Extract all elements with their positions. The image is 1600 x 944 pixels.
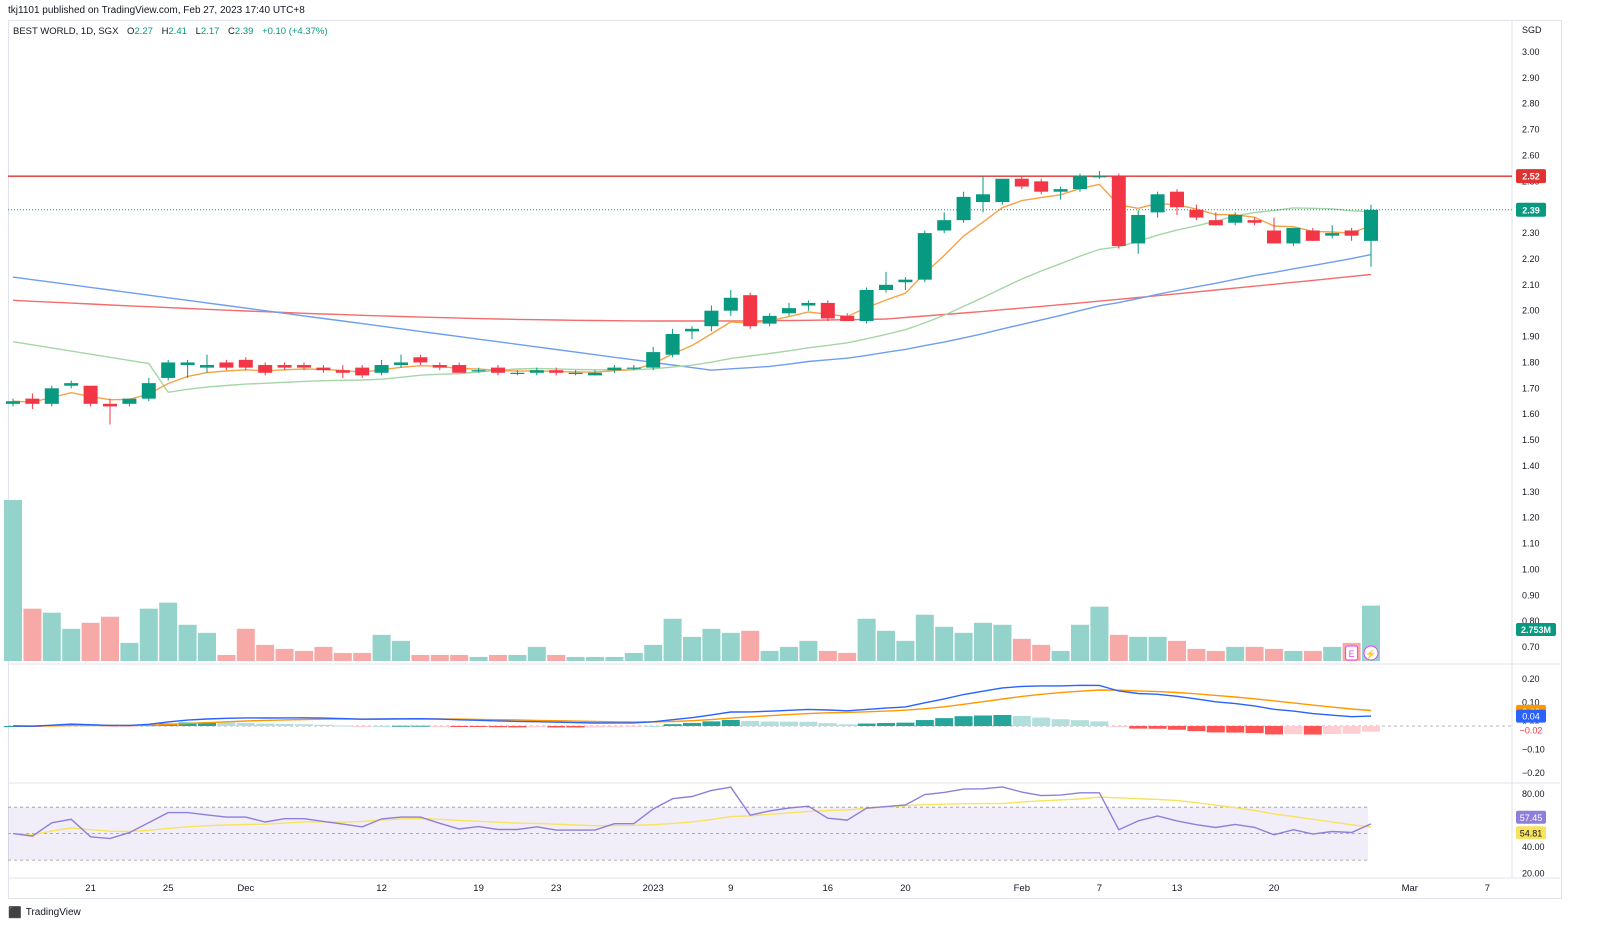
tradingview-logo-icon: ⬛ <box>8 907 22 919</box>
high-value: 2.41 <box>168 26 187 37</box>
low-label: L <box>195 26 201 37</box>
close-value: 2.39 <box>234 26 254 37</box>
open-label: O <box>127 26 135 37</box>
change-value: +0.10 (+4.37%) <box>262 26 328 37</box>
footer: ⬛ TradingView <box>8 906 81 919</box>
open-value: 2.27 <box>134 26 153 37</box>
close-label: C <box>228 26 235 37</box>
symbol-name[interactable]: BEST WORLD, 1D, SGX <box>13 26 119 37</box>
chart-frame <box>8 20 1562 899</box>
high-label: H <box>161 26 169 37</box>
footer-brand: TradingView <box>25 907 81 918</box>
symbol-legend: BEST WORLD, 1D, SGX O2.27 H2.41 L2.17 C2… <box>13 26 328 37</box>
low-value: 2.17 <box>200 26 220 37</box>
publish-caption: tkj1101 published on TradingView.com, Fe… <box>8 5 305 16</box>
